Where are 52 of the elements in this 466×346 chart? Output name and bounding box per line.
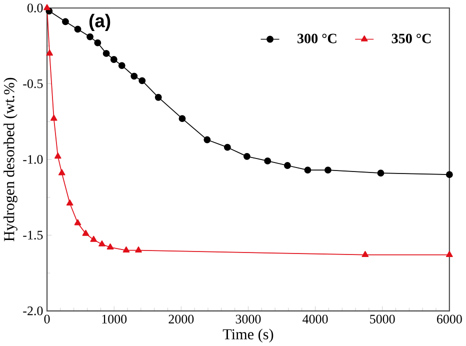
x-tick-label: 2000 [168,314,194,324]
point [178,115,186,122]
x-tick-label: 3000 [236,314,261,324]
point [46,50,53,56]
point [304,166,312,174]
y-tick-label: -2.0 [23,306,43,316]
point [54,152,62,159]
point [106,243,114,250]
point [44,4,50,10]
point [138,77,146,84]
point [102,50,110,57]
point [446,171,453,178]
point [50,114,58,121]
point [82,230,90,236]
y-tick-label: 0.0 [27,4,43,12]
y-tick-label: -1.0 [23,155,43,164]
point [74,219,82,226]
point [122,246,130,252]
point [94,39,102,46]
point [90,236,98,242]
legend-label: 350 °C [392,34,431,44]
point [110,56,118,63]
point [224,144,231,151]
x-axis-title: Time (s) [222,328,274,342]
point [243,152,250,160]
point [86,33,94,40]
x-tick-label: 0 [44,314,50,324]
point [284,162,291,169]
legend-label: 300 °C [298,34,336,44]
point [324,166,332,174]
y-tick-label: -0.5 [23,79,43,88]
x-tick-label: 4000 [302,314,328,324]
point [66,199,74,206]
annotation: (a) [89,14,110,31]
point [62,18,69,26]
point [58,169,66,176]
point [154,94,162,101]
y-tick-label: -1.5 [23,230,43,240]
x-tick-label: 5000 [370,314,395,324]
point [446,250,453,257]
point [135,246,142,252]
y-axis-title: Hydrogen desorbed (wt.%) [4,78,18,242]
point [377,170,384,177]
x-tick-label: 6000 [437,314,462,324]
point [98,240,106,246]
point [74,26,82,33]
point [130,72,138,80]
point [362,250,369,257]
point [204,136,211,144]
point [264,157,272,164]
point [118,62,126,69]
x-tick-label: 1000 [102,314,127,324]
